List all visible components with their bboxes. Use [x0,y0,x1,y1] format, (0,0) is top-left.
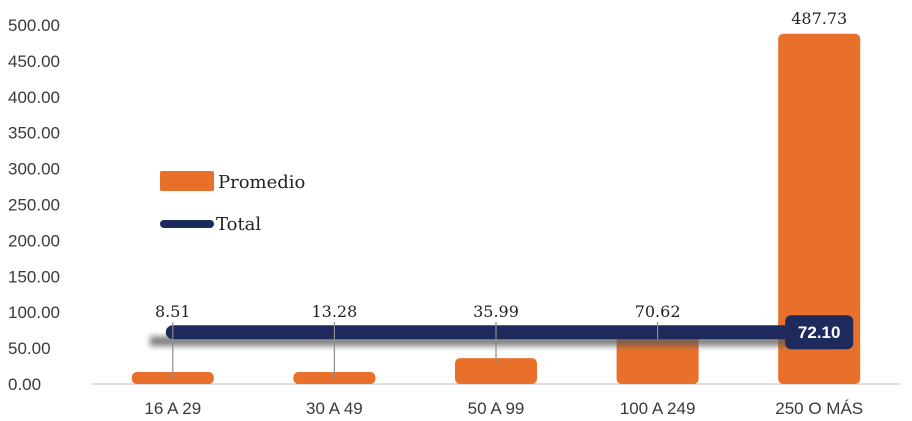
x-tick-label: 50 A 99 [468,399,525,418]
y-tick-label: 150.00 [8,267,60,286]
data-label: 35.99 [473,302,519,321]
legend-swatch-promedio [160,171,214,191]
total-value-label: 72.10 [798,323,841,342]
y-tick-label: 200.00 [8,231,60,250]
x-tick-label: 30 A 49 [306,399,363,418]
bar-promedio [778,33,861,384]
y-tick-label: 350.00 [8,124,60,143]
data-label: 8.51 [155,302,191,321]
legend-label-promedio: Promedio [218,172,305,193]
x-tick-label: 100 A 249 [620,399,696,418]
legend: Promedio Total [160,171,305,235]
y-tick-label: 400.00 [8,88,60,107]
y-tick-label: 0.00 [8,375,41,394]
y-tick-label: 50.00 [8,339,51,358]
total-line-shadow [150,336,840,347]
y-tick-label: 500.00 [8,16,60,35]
data-label: 487.73 [791,9,847,28]
y-tick-label: 250.00 [8,196,60,215]
bar-promedio [455,358,537,384]
data-label: 70.62 [635,302,681,321]
legend-label-total: Total [216,214,261,235]
y-tick-label: 300.00 [8,160,60,179]
x-tick-label: 16 A 29 [144,399,201,418]
total-value-badge [785,315,854,350]
x-tick-label: 250 O MÁS [775,399,863,418]
data-label: 13.28 [311,302,357,321]
y-tick-label: 100.00 [8,303,60,322]
y-tick-label: 450.00 [8,52,60,71]
